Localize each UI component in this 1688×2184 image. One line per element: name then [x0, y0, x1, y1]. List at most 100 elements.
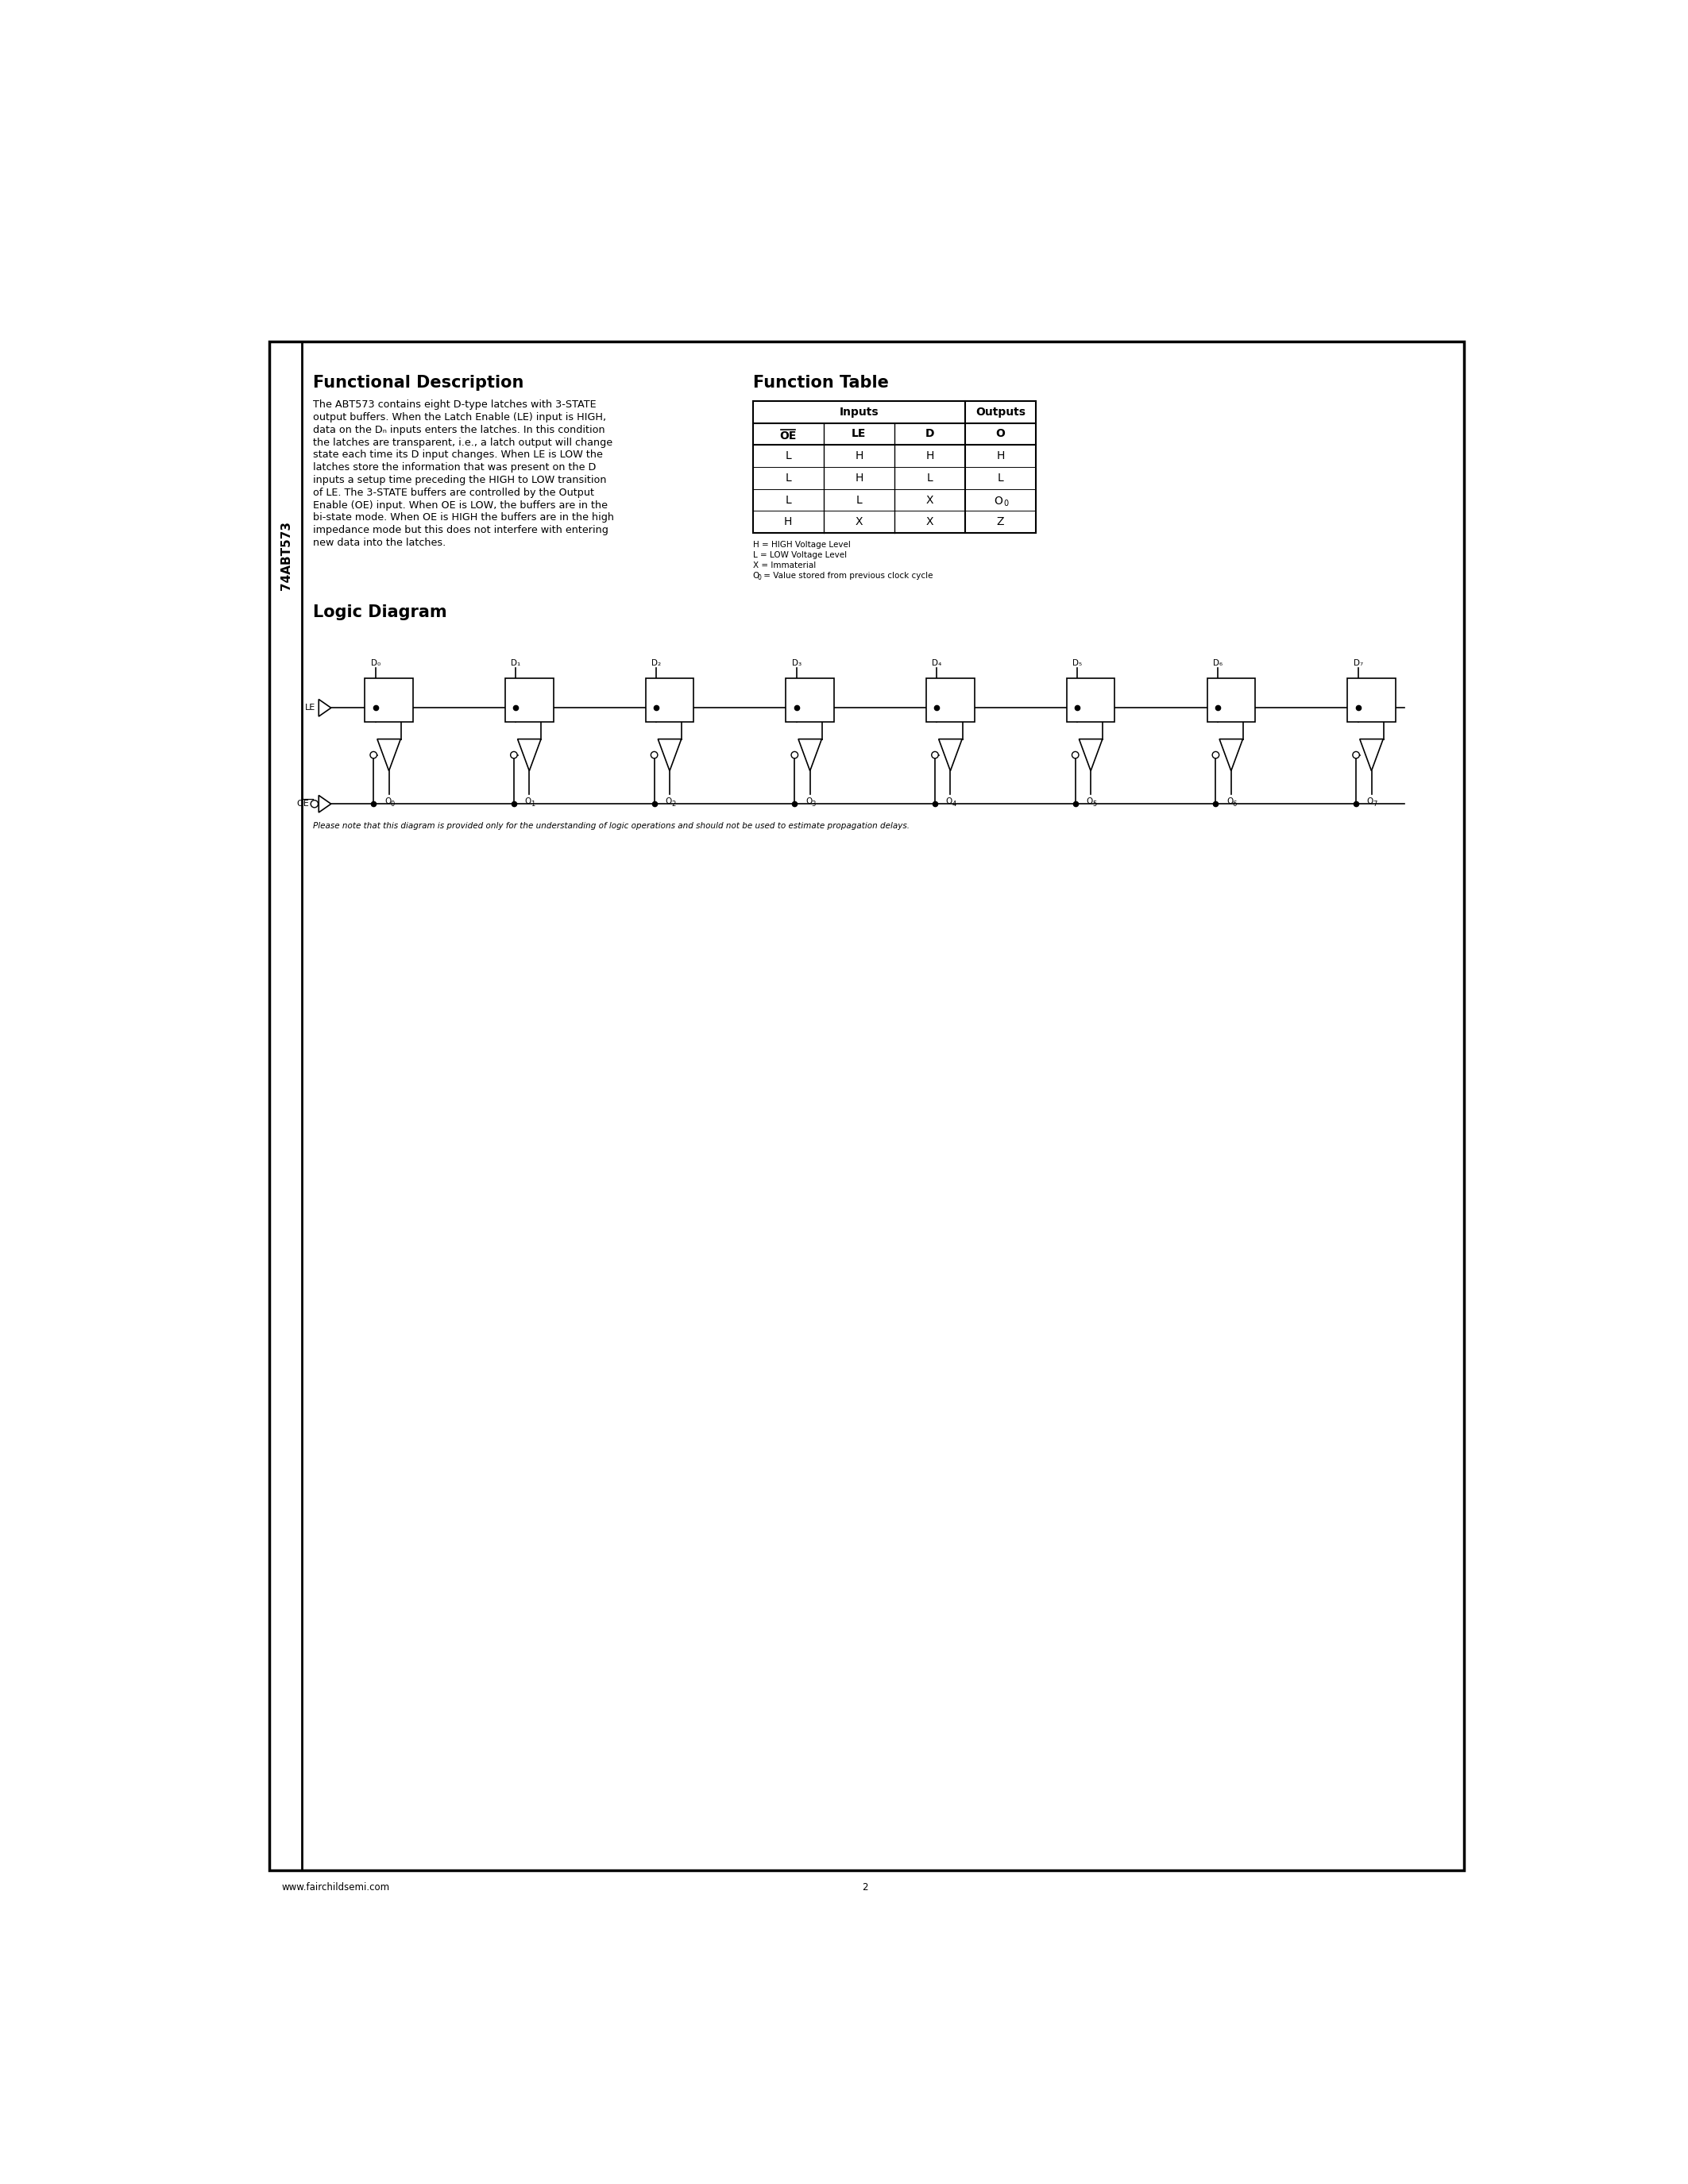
Text: output buffers. When the Latch Enable (LE) input is HIGH,: output buffers. When the Latch Enable (L… [312, 413, 606, 422]
Text: Q: Q [403, 688, 408, 695]
Text: 0: 0 [758, 574, 761, 581]
Text: the latches are transparent, i.e., a latch output will change: the latches are transparent, i.e., a lat… [312, 437, 613, 448]
Text: D₆: D₆ [1212, 660, 1222, 666]
Text: LE: LE [368, 705, 376, 714]
Bar [1207, 677, 1256, 723]
Text: D: D [650, 688, 655, 695]
Polygon shape [1219, 738, 1242, 771]
Text: Function Table: Function Table [753, 376, 888, 391]
Text: LE: LE [930, 705, 939, 714]
Text: H = HIGH Voltage Level: H = HIGH Voltage Level [753, 542, 851, 548]
Text: 0: 0 [390, 802, 395, 808]
Text: D: D [510, 688, 515, 695]
Text: O: O [994, 496, 1003, 507]
Text: Functional Description: Functional Description [312, 376, 523, 391]
Text: H: H [783, 515, 792, 529]
Text: O: O [996, 428, 1006, 439]
Text: Enable (OE) input. When OE is LOW, the buffers are in the: Enable (OE) input. When OE is LOW, the b… [312, 500, 608, 511]
Bar [927, 677, 974, 723]
Bar [505, 677, 554, 723]
Text: Outputs: Outputs [976, 406, 1026, 417]
Text: LE: LE [650, 705, 658, 714]
Text: latches store the information that was present on the D: latches store the information that was p… [312, 463, 596, 472]
Circle shape [510, 751, 517, 758]
Polygon shape [319, 795, 331, 812]
Text: D: D [930, 688, 937, 695]
Text: Logic Diagram: Logic Diagram [312, 605, 447, 620]
Text: L: L [785, 450, 792, 461]
Text: 2: 2 [863, 1883, 868, 1894]
Text: OE: OE [297, 799, 309, 808]
Bar [753, 402, 1036, 533]
Text: data on the Dₙ inputs enters the latches. In this condition: data on the Dₙ inputs enters the latches… [312, 424, 604, 435]
Bar [787, 677, 834, 723]
Text: Q: Q [1244, 688, 1251, 695]
Text: D: D [1070, 688, 1077, 695]
Text: H: H [996, 450, 1004, 461]
Polygon shape [319, 699, 331, 716]
Polygon shape [798, 738, 822, 771]
Text: D₇: D₇ [1354, 660, 1362, 666]
Text: D₀: D₀ [371, 660, 380, 666]
Polygon shape [376, 738, 400, 771]
Text: O: O [1227, 797, 1234, 806]
Text: X: X [856, 515, 863, 529]
Text: The ABT573 contains eight D-type latches with 3-STATE: The ABT573 contains eight D-type latches… [312, 400, 596, 411]
Text: impedance mode but this does not interfere with entering: impedance mode but this does not interfe… [312, 524, 608, 535]
Text: 74ABT573: 74ABT573 [280, 522, 292, 590]
Text: bi-state mode. When OE is HIGH the buffers are in the high: bi-state mode. When OE is HIGH the buffe… [312, 513, 614, 522]
Circle shape [652, 751, 658, 758]
Text: D: D [1350, 688, 1357, 695]
Text: O: O [665, 797, 672, 806]
Text: D₁: D₁ [511, 660, 520, 666]
Bar [645, 677, 694, 723]
Text: LE: LE [306, 703, 316, 712]
Text: O: O [1367, 797, 1374, 806]
Text: O: O [945, 797, 952, 806]
Text: D: D [368, 688, 375, 695]
Text: of LE. The 3-STATE buffers are controlled by the Output: of LE. The 3-STATE buffers are controlle… [312, 487, 594, 498]
Circle shape [1352, 751, 1359, 758]
Text: D: D [1210, 688, 1217, 695]
Circle shape [1212, 751, 1219, 758]
Text: H: H [854, 472, 863, 483]
Text: 0: 0 [1004, 500, 1008, 507]
Text: L: L [785, 472, 792, 483]
Text: new data into the latches.: new data into the latches. [312, 537, 446, 548]
Text: Z: Z [996, 515, 1004, 529]
Text: LE: LE [790, 705, 798, 714]
Polygon shape [518, 738, 540, 771]
Polygon shape [939, 738, 962, 771]
Text: O: O [1085, 797, 1092, 806]
Text: O: O [385, 797, 392, 806]
Text: 1: 1 [532, 802, 535, 808]
Polygon shape [658, 738, 682, 771]
Text: L: L [856, 494, 863, 505]
Text: D: D [925, 428, 935, 439]
Text: 2: 2 [672, 802, 675, 808]
Polygon shape [1079, 738, 1102, 771]
Text: LE: LE [1070, 705, 1079, 714]
Text: LE: LE [1210, 705, 1219, 714]
Text: Inputs: Inputs [839, 406, 879, 417]
Text: Q: Q [824, 688, 830, 695]
Text: 4: 4 [952, 802, 955, 808]
Text: O: O [753, 572, 760, 581]
Text: = Value stored from previous clock cycle: = Value stored from previous clock cycle [761, 572, 933, 581]
Text: Q: Q [684, 688, 690, 695]
Text: LE: LE [1350, 705, 1359, 714]
Text: X: X [927, 515, 933, 529]
Text: 5: 5 [1092, 802, 1097, 808]
Text: D₂: D₂ [652, 660, 662, 666]
Text: LE: LE [852, 428, 866, 439]
Text: D₅: D₅ [1072, 660, 1082, 666]
Text: L: L [927, 472, 933, 483]
Text: Q: Q [1386, 688, 1393, 695]
Text: 7: 7 [1372, 802, 1377, 808]
Text: LE: LE [510, 705, 518, 714]
Text: X = Immaterial: X = Immaterial [753, 561, 815, 570]
Text: D₃: D₃ [792, 660, 802, 666]
Text: Q: Q [1104, 688, 1111, 695]
Circle shape [311, 799, 317, 808]
Text: D₄: D₄ [932, 660, 942, 666]
